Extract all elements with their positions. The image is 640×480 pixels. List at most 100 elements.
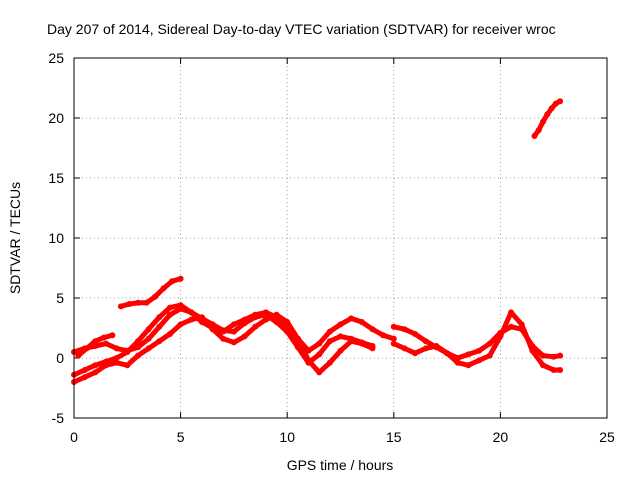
data-point	[531, 133, 538, 139]
data-point	[348, 315, 355, 322]
data-point	[135, 299, 141, 306]
data-point	[401, 326, 408, 333]
data-point	[557, 352, 564, 359]
data-point	[284, 328, 291, 335]
data-point	[230, 321, 237, 328]
data-point	[252, 323, 259, 330]
data-point	[230, 328, 237, 335]
data-point	[113, 359, 120, 366]
data-point	[177, 302, 184, 309]
data-point	[113, 345, 120, 352]
y-tick-label: 15	[48, 170, 64, 186]
data-point	[358, 340, 365, 347]
data-point	[454, 359, 461, 366]
data-point	[476, 357, 483, 364]
data-point	[337, 321, 344, 328]
data-point	[433, 343, 440, 349]
data-point	[316, 351, 323, 358]
series-track-4	[75, 332, 116, 359]
data-point	[273, 319, 280, 325]
axis-ticks: 0 5 10 15 20 25 -5 0 5 10 15 20 25	[48, 50, 615, 445]
data-point	[535, 127, 542, 133]
data-point	[241, 320, 248, 327]
data-point	[143, 299, 150, 306]
data-point	[81, 367, 88, 373]
data-point	[518, 321, 525, 328]
data-series	[71, 98, 564, 385]
data-point	[145, 345, 152, 352]
data-point	[540, 118, 546, 125]
x-tick-label: 20	[493, 429, 509, 445]
data-point	[557, 367, 564, 373]
x-axis-label: GPS time / hours	[287, 457, 394, 473]
data-point	[548, 105, 555, 112]
plot-frame	[73, 57, 608, 419]
data-point	[103, 362, 109, 369]
data-point	[465, 351, 472, 358]
data-point	[497, 333, 504, 340]
data-point	[412, 350, 419, 357]
data-point	[92, 338, 99, 345]
data-point	[390, 335, 397, 342]
x-tick-label: 10	[279, 429, 295, 445]
data-point	[177, 275, 184, 282]
data-point	[557, 98, 564, 105]
y-tick-label: -5	[52, 410, 65, 426]
data-point	[550, 367, 557, 373]
data-point	[209, 326, 216, 333]
data-point	[540, 362, 546, 369]
data-point	[358, 319, 365, 325]
data-point	[422, 345, 429, 352]
y-tick-label: 20	[48, 110, 64, 126]
data-point	[177, 321, 184, 328]
data-point	[198, 314, 205, 321]
data-point	[152, 293, 158, 300]
data-point	[169, 278, 176, 285]
data-point	[305, 357, 312, 364]
data-point	[337, 333, 344, 340]
data-point	[252, 314, 259, 321]
data-point	[75, 352, 82, 359]
data-point	[166, 311, 173, 318]
data-point	[145, 335, 152, 342]
data-point	[241, 333, 248, 340]
data-point	[262, 316, 269, 323]
data-point	[92, 369, 99, 376]
series-track-3	[71, 311, 376, 385]
data-point	[135, 338, 141, 345]
series-track-7	[390, 309, 564, 373]
data-point	[486, 340, 493, 347]
data-point	[92, 362, 99, 369]
data-point	[476, 347, 483, 354]
data-point	[156, 314, 163, 321]
x-tick-label: 15	[386, 429, 402, 445]
data-point	[113, 355, 120, 361]
y-tick-label: 10	[48, 230, 64, 246]
y-tick-label: 25	[48, 50, 64, 66]
x-tick-label: 5	[177, 429, 185, 445]
data-point	[326, 328, 333, 335]
data-point	[160, 285, 167, 292]
data-point	[135, 352, 141, 359]
data-point	[294, 335, 301, 342]
y-tick-label: 0	[56, 350, 64, 366]
data-point	[103, 340, 109, 347]
data-point	[156, 338, 163, 345]
data-point	[550, 353, 557, 360]
data-point	[337, 347, 344, 354]
data-point	[273, 311, 280, 318]
data-point	[230, 339, 237, 346]
data-point	[401, 345, 408, 352]
data-point	[369, 326, 376, 333]
data-point	[316, 340, 323, 347]
data-point	[508, 323, 515, 330]
data-point	[83, 345, 90, 352]
data-point	[412, 331, 419, 337]
data-point	[124, 349, 131, 355]
data-point	[145, 326, 152, 333]
chart-title: Day 207 of 2014, Sidereal Day-to-day VTE…	[47, 21, 556, 37]
series-track-8	[531, 98, 564, 139]
data-point	[188, 316, 195, 323]
data-point	[390, 340, 397, 347]
data-point	[380, 332, 387, 339]
